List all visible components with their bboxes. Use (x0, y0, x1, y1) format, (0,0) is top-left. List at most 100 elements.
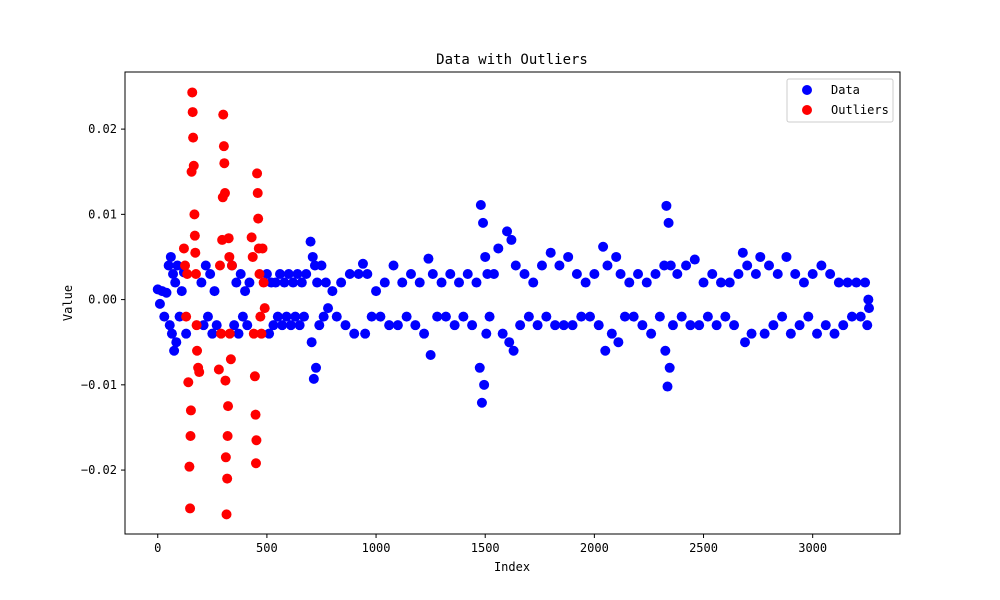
point-data (314, 320, 325, 331)
x-tick-label: 0 (154, 541, 161, 555)
point-outliers (252, 168, 263, 179)
point-data (397, 277, 408, 288)
x-axis-label: Index (494, 560, 530, 574)
point-data (724, 277, 735, 288)
point-outliers (185, 405, 196, 416)
point-data (425, 349, 436, 360)
point-outliers (249, 371, 260, 382)
chart-title: Data with Outliers (436, 52, 588, 68)
point-data (198, 320, 209, 331)
point-outliers (220, 452, 231, 463)
point-data (860, 277, 871, 288)
point-data (816, 260, 827, 271)
point-outliers (251, 435, 262, 446)
point-data (200, 260, 211, 271)
point-data (181, 328, 192, 339)
point-data (593, 320, 604, 331)
point-outliers (191, 320, 202, 331)
point-data (794, 320, 805, 331)
point-data (384, 320, 395, 331)
point-data (171, 337, 182, 348)
point-data (508, 345, 519, 356)
point-outliers (223, 401, 234, 412)
point-outliers (257, 243, 268, 254)
point-data (205, 269, 216, 280)
point-data (633, 269, 644, 280)
point-data (624, 277, 635, 288)
point-data (154, 298, 165, 309)
point-data (523, 311, 534, 322)
y-tick-label: −0.02 (81, 463, 117, 477)
point-data (379, 277, 390, 288)
point-data (676, 311, 687, 322)
point-outliers (192, 345, 203, 356)
point-data (637, 320, 648, 331)
point-data (169, 345, 180, 356)
point-outliers (222, 473, 233, 484)
point-data (759, 328, 770, 339)
point-data (750, 269, 761, 280)
point-outliers (220, 375, 231, 386)
point-outliers (187, 87, 198, 98)
point-data (299, 311, 310, 322)
point-data (694, 320, 705, 331)
point-data (405, 269, 416, 280)
point-outliers (188, 132, 199, 143)
point-outliers (250, 409, 261, 420)
point-data (698, 277, 709, 288)
point-data (707, 269, 718, 280)
point-data (353, 269, 364, 280)
point-data (664, 362, 675, 373)
point-data (660, 345, 671, 356)
point-data (242, 320, 253, 331)
point-outliers (214, 260, 225, 271)
point-data (172, 260, 183, 271)
point-data (532, 320, 543, 331)
point-data (454, 277, 465, 288)
point-data (689, 254, 700, 265)
point-data (301, 269, 312, 280)
point-data (493, 243, 504, 254)
point-data (611, 251, 622, 262)
point-data (281, 311, 292, 322)
plot-frame (124, 71, 901, 535)
point-data (702, 311, 713, 322)
point-data (600, 345, 611, 356)
point-outliers (224, 328, 235, 339)
point-data (554, 260, 565, 271)
point-outliers (190, 247, 201, 258)
point-data (244, 277, 255, 288)
point-data (479, 379, 490, 390)
point-outliers (182, 269, 193, 280)
point-data (235, 269, 246, 280)
point-data (283, 269, 294, 280)
point-data (506, 234, 517, 245)
point-outliers (259, 303, 270, 314)
point-data (462, 269, 473, 280)
point-data (296, 277, 307, 288)
point-data (667, 320, 678, 331)
point-outliers (254, 269, 265, 280)
point-data (650, 269, 661, 280)
point-data (240, 286, 251, 297)
point-data (864, 303, 874, 314)
point-outliers (180, 260, 191, 271)
point-data (467, 320, 478, 331)
point-data (519, 269, 530, 280)
point-outliers (189, 230, 200, 241)
point-data (733, 269, 744, 280)
point-outliers (187, 107, 198, 118)
point-data (316, 260, 327, 271)
point-data (790, 269, 801, 280)
x-tick-label: 1500 (471, 541, 500, 555)
point-data (478, 217, 489, 228)
point-data (829, 328, 840, 339)
point-data (862, 320, 873, 331)
point-data (768, 320, 779, 331)
point-outliers (248, 328, 259, 339)
point-data (344, 269, 355, 280)
point-data (471, 277, 482, 288)
point-data (641, 277, 652, 288)
point-data (388, 260, 399, 271)
legend: Data Outliers (786, 78, 894, 123)
